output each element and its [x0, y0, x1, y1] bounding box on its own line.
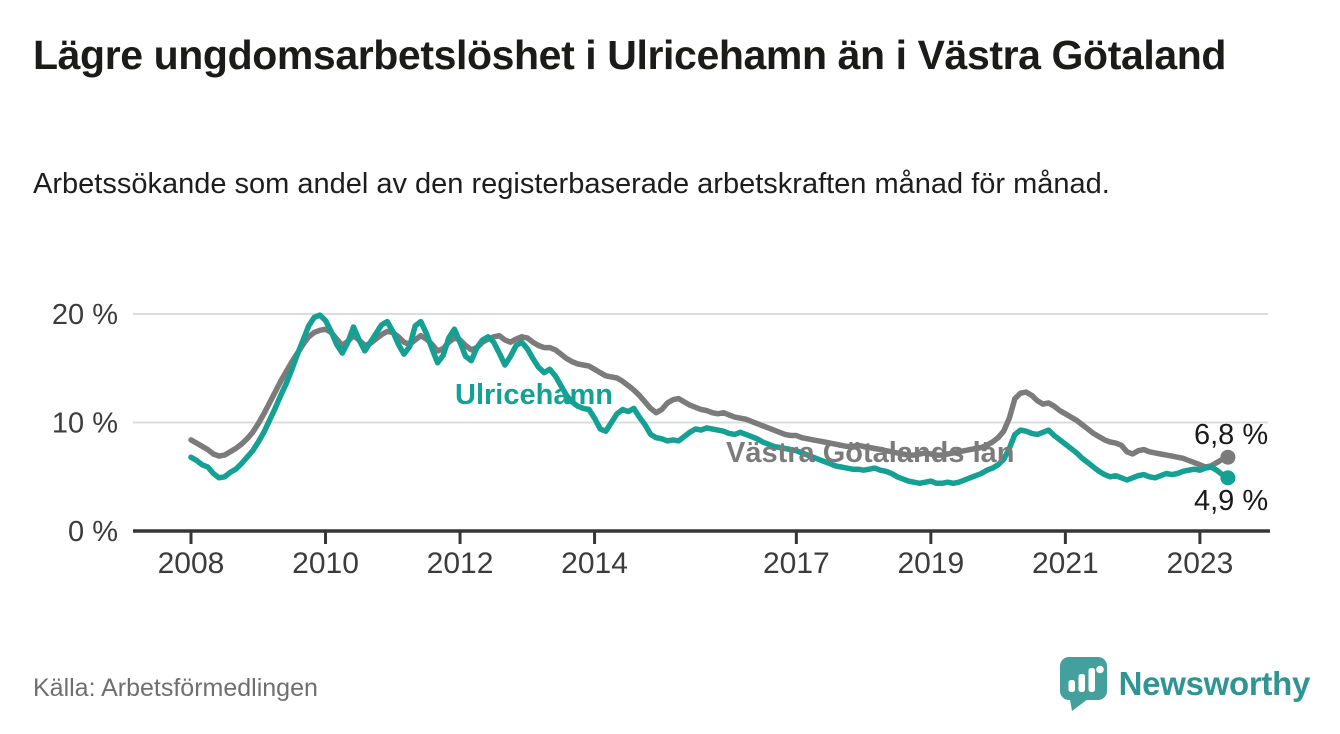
series-line-vastra-gotalands-lan [188, 326, 1231, 470]
page-subtitle: Arbetssökande som andel av den registerb… [33, 168, 1110, 200]
newsworthy-logo-icon [1059, 657, 1107, 711]
x-tick-label: 2021 [1032, 547, 1099, 580]
series-end-dot-vastra-gotalands-lan [1220, 449, 1236, 465]
x-tick-label: 2019 [897, 547, 964, 580]
x-tick-label: 2012 [427, 547, 494, 580]
plot-layer: 0 % 10 % 20 % 2008 2010 2012 2014 2017 2019 2021 2… [52, 299, 1270, 580]
x-tick-label: 2023 [1167, 547, 1234, 580]
x-tick-label: 2017 [763, 547, 830, 580]
end-value-label-ulricehamn: 4,9 % [1194, 485, 1268, 517]
page-title: Lägre ungdomsarbetslöshet i Ulricehamn ä… [33, 32, 1227, 78]
y-tick-label: 10 % [52, 408, 118, 440]
y-tick-label: 0 % [68, 516, 118, 548]
x-tick-label: 2010 [292, 547, 359, 580]
series-label-vastra-gotalands-lan: Västra Götalands län [726, 437, 1015, 469]
source-note: Källa: Arbetsförmedlingen [33, 674, 318, 702]
series-line-ulricehamn [188, 312, 1231, 487]
series-end-dot-ulricehamn [1220, 470, 1236, 486]
x-tick-label: 2014 [561, 547, 628, 580]
x-tick-label: 2008 [158, 547, 225, 580]
y-tick-label: 20 % [52, 299, 118, 331]
newsworthy-wordmark: Newsworthy [1118, 665, 1311, 702]
newsworthy-logo[interactable]: Newsworthy [1059, 656, 1310, 712]
series-label-ulricehamn: Ulricehamn [455, 379, 613, 411]
end-value-label-vastra-gotalands-lan: 6,8 % [1194, 419, 1268, 451]
